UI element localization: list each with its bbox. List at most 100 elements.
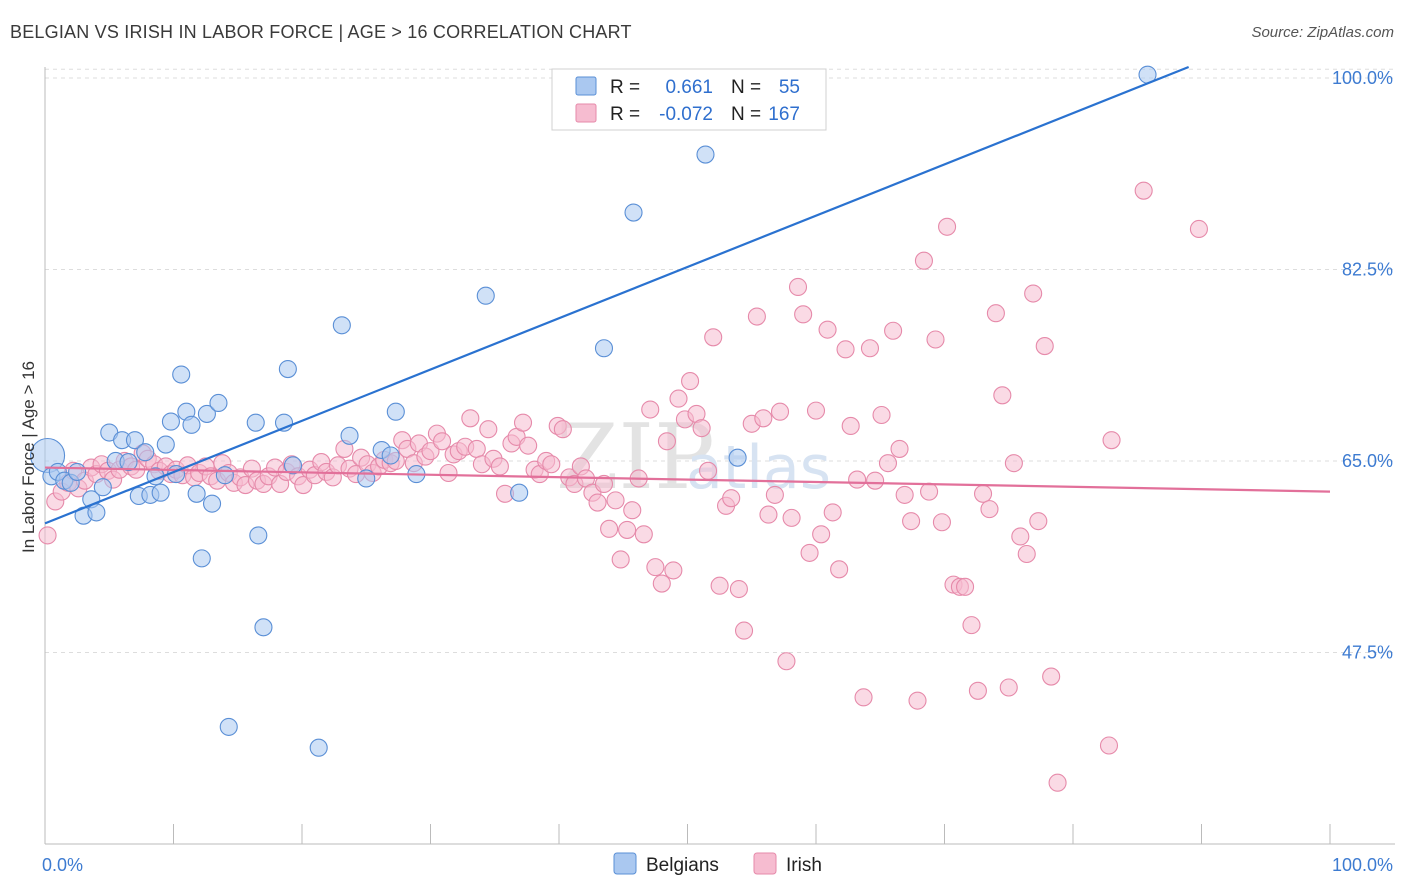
irish-point-157 [956, 577, 975, 596]
irish-point-147 [895, 485, 914, 504]
irish-point-135 [823, 503, 842, 522]
gridlines [45, 68, 1395, 653]
irish-point-83 [519, 436, 538, 455]
irish-point-104 [641, 400, 660, 419]
irish-point-159 [968, 681, 987, 700]
belgian-point-53 [728, 448, 747, 467]
belgian-point-38 [283, 456, 303, 475]
irish-point-165 [1004, 454, 1023, 473]
irish-point-129 [788, 277, 808, 297]
irish-point-101 [623, 501, 642, 520]
irish-point-82 [513, 413, 533, 432]
irish-point-144 [878, 454, 898, 473]
irish-point-125 [765, 485, 784, 504]
belgian-point-20 [156, 435, 175, 454]
irish-point-127 [777, 652, 796, 671]
belgian-point-39 [309, 738, 328, 757]
irish-point-96 [594, 474, 614, 494]
irish-point-145 [884, 321, 903, 340]
irish-point-137 [836, 340, 855, 359]
belgian-point-21 [161, 412, 180, 431]
bottom-legend-swatch-belgians [613, 852, 637, 875]
legend-swatch-irish [575, 103, 597, 123]
irish-point-114 [699, 461, 718, 480]
irish-point-113 [692, 419, 711, 438]
chart-title: BELGIAN VS IRISH IN LABOR FORCE | AGE > … [10, 22, 632, 42]
trend-lines [44, 65, 1331, 525]
irish-point-176 [1189, 219, 1208, 239]
belgian-point-5 [68, 462, 87, 481]
legend-r-value-belgians: 0.661 [665, 77, 713, 98]
belgian-point-50 [624, 203, 643, 222]
belgian-point-34 [249, 526, 268, 545]
irish-point-99 [611, 550, 630, 569]
irish-point-174 [1099, 736, 1119, 755]
irish-point-171 [1042, 667, 1061, 686]
irish-point-89 [553, 420, 572, 439]
irish-point-119 [729, 579, 748, 599]
irish-point-149 [908, 691, 927, 710]
irish-point-124 [759, 505, 778, 524]
irish-point-143 [872, 405, 891, 425]
belgian-point-25 [182, 415, 201, 434]
irish-point-115 [704, 328, 723, 347]
tick-labels: 47.5% 65.0% 82.5% 100.0% 0.0% 100.0% [42, 68, 1393, 875]
irish-point-107 [657, 432, 676, 451]
irish-point-73 [461, 409, 480, 428]
irish-point-138 [841, 416, 860, 436]
irish-point-158 [962, 616, 981, 635]
irish-point-136 [830, 560, 849, 579]
irish-point-98 [606, 491, 625, 510]
irish-point-128 [782, 508, 801, 527]
irish-point-139 [848, 470, 867, 489]
irish-point-173 [1102, 431, 1121, 450]
irish-point-66 [421, 442, 440, 461]
irish-point-78 [490, 457, 509, 476]
legend-n-label-belgians: N = [731, 77, 761, 98]
irish-point-118 [722, 489, 741, 508]
irish-trend-line [44, 466, 1331, 493]
irish-point-120 [734, 621, 754, 640]
y-tick-label-1: 65.0% [1342, 451, 1393, 471]
y-tick-label-0: 47.5% [1342, 642, 1393, 662]
irish-point-133 [812, 525, 831, 544]
series-legend: Belgians Irish [613, 852, 822, 876]
irish-point-161 [980, 500, 999, 519]
irish-point-140 [854, 688, 873, 707]
irish-point-105 [646, 558, 665, 577]
x-tick-label-0: 0.0% [42, 855, 83, 875]
irish-point-152 [926, 330, 945, 349]
irish-point-154 [938, 217, 957, 236]
x-tick-label-1: 100.0% [1332, 855, 1393, 875]
irish-point-153 [932, 513, 951, 532]
belgian-point-35 [254, 618, 273, 637]
belgian-point-30 [209, 393, 228, 413]
irish-point-100 [618, 520, 637, 539]
bottom-legend-label-belgians: Belgians [646, 855, 719, 876]
irish-point-68 [433, 432, 452, 451]
irish-point-162 [986, 304, 1005, 323]
irish-point-130 [794, 305, 813, 324]
belgian-point-33 [246, 413, 265, 432]
belgian-point-36 [278, 359, 297, 379]
y-tick-label-2: 82.5% [1342, 259, 1393, 279]
belgian-point-28 [197, 404, 216, 423]
irish-point-95 [588, 493, 607, 512]
legend-n-label-irish: N = [731, 104, 761, 125]
belgian-point-9 [93, 478, 112, 497]
belgian-trend-line [44, 65, 1190, 525]
belgian-point-48 [510, 483, 529, 502]
belgian-point-8 [87, 503, 106, 522]
irish-point-146 [890, 439, 909, 458]
irish-point-151 [920, 482, 939, 501]
y-axis-label: In Labor Force | Age > 16 [19, 361, 38, 553]
legend-swatch-belgians [575, 76, 597, 96]
irish-point-132 [806, 401, 826, 420]
belgian-point-23 [172, 365, 191, 384]
correlation-legend: R = 0.661 N = 55 R = -0.072 N = 167 [551, 68, 827, 131]
irish-point-172 [1048, 773, 1067, 792]
belgian-point-49 [594, 339, 614, 358]
irish-point-131 [800, 543, 819, 562]
irish-point-148 [902, 512, 921, 531]
